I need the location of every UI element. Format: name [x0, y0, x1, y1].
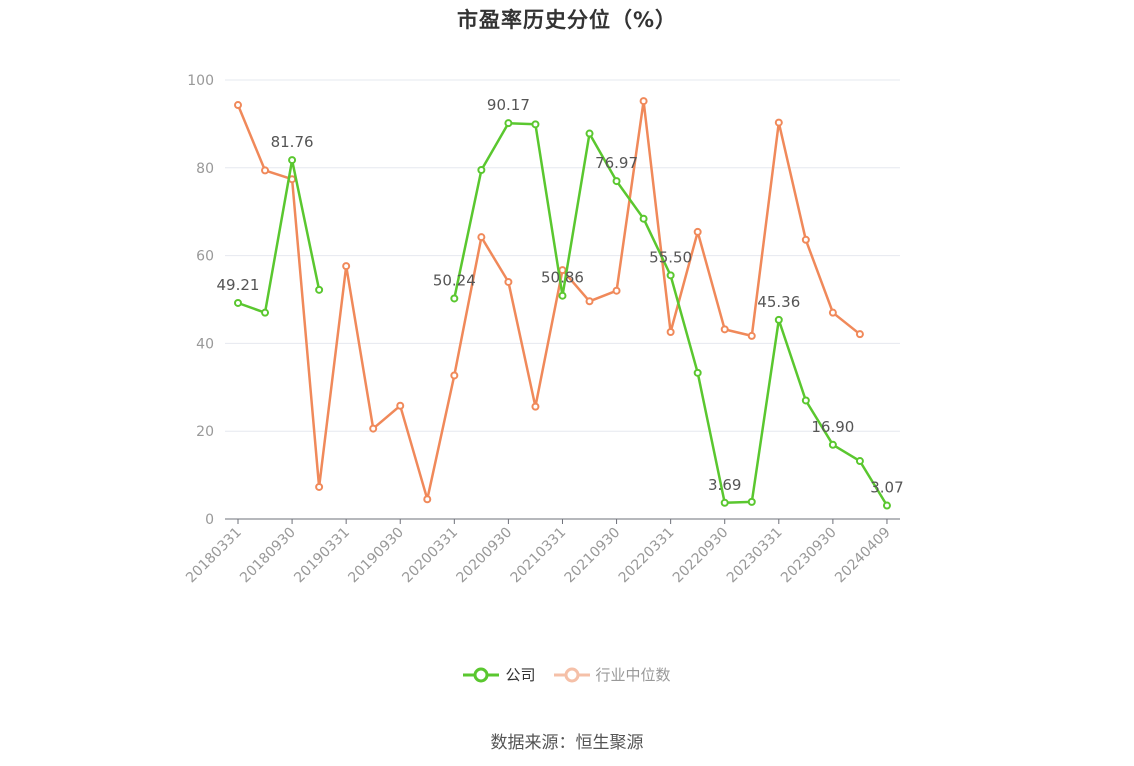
data-point: [504, 119, 513, 128]
x-tick-label: 20220930: [670, 525, 732, 587]
data-point: [612, 177, 621, 186]
legend-item-industry-median[interactable]: 行业中位数: [553, 664, 671, 685]
data-label: 16.90: [811, 418, 854, 436]
y-tick-label: 0: [205, 512, 214, 528]
x-tick-label: 20210930: [562, 525, 624, 587]
chart-title: 市盈率历史分位（%）: [456, 8, 678, 32]
data-point: [801, 396, 810, 405]
data-point: [855, 457, 864, 466]
data-point: [612, 286, 621, 295]
x-tick-label: 20190930: [345, 525, 407, 587]
legend-company-marker: [463, 667, 500, 682]
data-point: [882, 501, 891, 510]
legend: 公司 行业中位数: [0, 664, 1134, 685]
y-tick-label: 40: [196, 336, 214, 352]
data-label: 49.21: [217, 276, 260, 294]
data-point: [693, 368, 702, 377]
x-tick-label: 20220331: [616, 525, 678, 587]
line-chart: 0 20 40 60 80 100 2018033120180930201903312019…: [183, 73, 904, 587]
data-point: [855, 330, 864, 339]
data-point: [828, 440, 837, 449]
data-point: [342, 262, 351, 271]
data-point: [666, 327, 675, 336]
data-point: [720, 325, 729, 334]
data-label: 90.17: [487, 96, 530, 114]
data-point: [234, 101, 242, 110]
y-tick-label: 80: [196, 161, 214, 177]
data-point: [585, 297, 594, 306]
legend-industry-label: 行业中位数: [595, 666, 671, 684]
legend-item-company[interactable]: 公司: [463, 664, 536, 685]
x-tick-label: 20210331: [508, 525, 570, 587]
data-label: 50.86: [541, 269, 584, 287]
x-tick-label: 20200331: [399, 525, 461, 587]
y-tick-label: 100: [187, 73, 214, 89]
x-tick-label: 20180331: [183, 525, 245, 587]
data-point: [828, 308, 837, 317]
legend-industry-marker: [553, 667, 590, 682]
data-point: [720, 498, 729, 507]
data-label: 45.36: [757, 293, 800, 311]
data-point: [747, 331, 756, 340]
y-tick-label: 20: [196, 424, 214, 440]
data-point: [450, 294, 459, 303]
data-point: [639, 97, 648, 106]
data-point: [801, 235, 810, 244]
data-point: [666, 271, 675, 280]
y-tick-label: 60: [196, 249, 214, 265]
data-point: [288, 156, 297, 165]
x-tick-label: 20230930: [778, 525, 840, 587]
x-tick-label: 20230331: [724, 525, 786, 587]
legend-company-label: 公司: [505, 666, 536, 684]
series-line: [237, 121, 889, 507]
data-point: [396, 401, 405, 410]
data-point: [585, 129, 594, 138]
data-point: [261, 166, 270, 175]
x-tick-label: 20240409: [832, 525, 894, 587]
data-label: 81.76: [271, 133, 314, 151]
data-label: 76.97: [595, 154, 638, 172]
data-point: [315, 285, 324, 294]
label-layer: 49.21 81.76 50.24 90.17 50.86 76.97 55.50 3.69 4…: [217, 96, 904, 496]
data-point: [315, 482, 324, 491]
data-point: [423, 495, 432, 504]
data-point: [234, 298, 242, 307]
x-tick-label: 20200930: [454, 525, 516, 587]
data-point: [747, 497, 756, 506]
data-point: [477, 233, 486, 242]
data-label: 55.50: [649, 248, 692, 266]
data-point: [531, 402, 540, 411]
data-point: [504, 277, 513, 286]
x-tick-label: 20190331: [291, 525, 353, 587]
data-label: 3.69: [708, 476, 741, 494]
series-layer: [234, 97, 891, 510]
data-label: 50.24: [433, 271, 476, 289]
series-line: [236, 99, 861, 501]
data-point: [774, 315, 783, 324]
data-point: [558, 291, 567, 300]
series-industry-median: [234, 97, 864, 504]
data-point: [450, 371, 459, 380]
data-point: [477, 165, 486, 174]
data-point: [639, 214, 648, 223]
data-point: [774, 118, 783, 127]
data-point: [261, 308, 270, 317]
x-tick-label: 20180930: [237, 525, 299, 587]
series-company: [234, 119, 891, 510]
data-point: [369, 424, 378, 433]
data-point: [531, 120, 540, 129]
data-label: 3.07: [870, 479, 903, 497]
source-note: 数据来源：恒生聚源: [490, 733, 644, 753]
data-point: [693, 227, 702, 236]
